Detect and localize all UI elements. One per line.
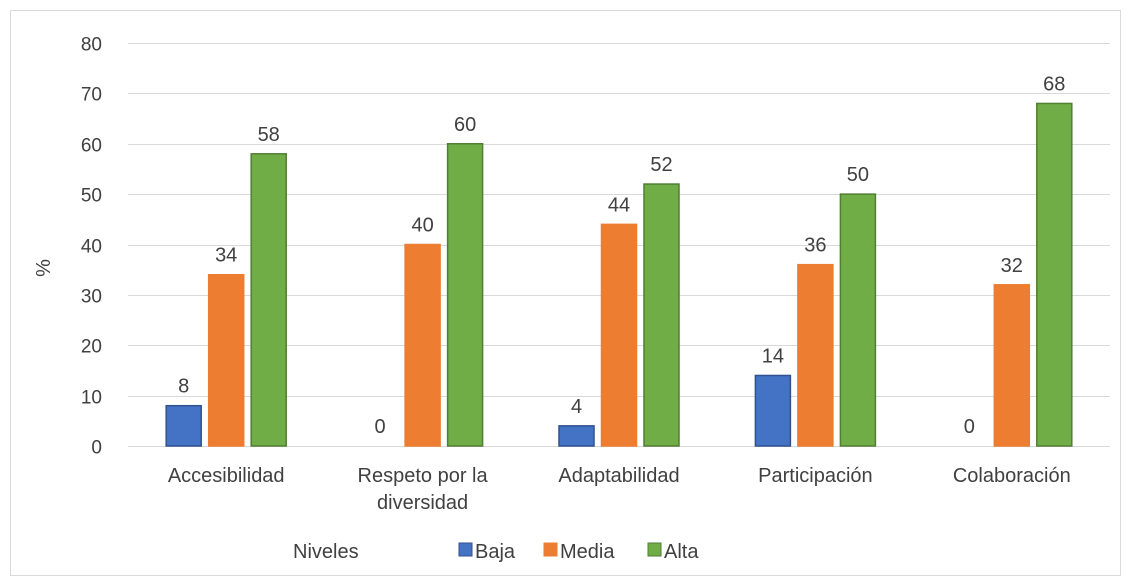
bar-alta-3 [840,194,875,446]
legend-swatch-alta [648,543,661,556]
y-tick-label: 40 [81,237,102,258]
data-label-alta: 60 [454,114,476,136]
y-tick-label: 70 [81,85,102,106]
category-label: Colaboración [953,465,1071,487]
y-tick-label: 80 [81,35,102,56]
bar-baja-3 [755,375,790,446]
data-label-alta: 52 [650,154,672,176]
bar-alta-4 [1037,103,1072,446]
data-label-baja: 0 [375,416,386,438]
legend-swatch-baja [459,543,472,556]
y-tick-label: 50 [81,186,102,207]
bar-alta-2 [644,184,679,446]
data-label-media: 44 [608,194,630,216]
bar-media-2 [602,224,637,446]
y-tick-label: 30 [81,287,102,308]
legend-label-alta: Alta [664,541,699,563]
legend-label-media: Media [560,541,615,563]
data-label-baja: 4 [571,396,582,418]
y-tick-label: 20 [81,337,102,358]
category-label: Respeto por la [358,465,489,487]
bar-media-4 [994,285,1029,446]
bar-media-3 [798,265,833,446]
y-axis-label: % [33,259,55,277]
legend-swatch-media [544,543,557,556]
y-tick-label: 60 [81,136,102,157]
chart-frame [11,11,1121,576]
data-label-baja: 8 [178,376,189,398]
data-label-media: 40 [411,215,433,237]
y-tick-label: 10 [81,388,102,409]
data-label-media: 36 [804,235,826,257]
category-label: Accesibilidad [168,465,285,487]
data-label-alta: 58 [258,124,280,146]
category-label: diversidad [377,492,468,514]
bar-media-0 [209,275,244,446]
data-label-baja: 14 [762,345,784,367]
data-label-media: 32 [1001,255,1023,277]
y-tick-label: 0 [91,438,102,459]
bar-baja-2 [559,426,594,446]
legend-label-baja: Baja [475,541,516,563]
category-label: Adaptabilidad [558,465,679,487]
bar-media-1 [405,245,440,447]
legend-title: Niveles [293,541,359,563]
y-axis-ticks: 0 10 20 30 40 50 60 70 80 [81,35,102,459]
bar-baja-0 [166,406,201,446]
data-label-media: 34 [215,245,237,267]
data-label-alta: 68 [1043,73,1065,95]
category-label: Participación [758,465,873,487]
bar-alta-1 [448,144,483,446]
data-label-baja: 0 [964,416,975,438]
data-label-alta: 50 [847,164,869,186]
bar-alta-0 [251,154,286,446]
